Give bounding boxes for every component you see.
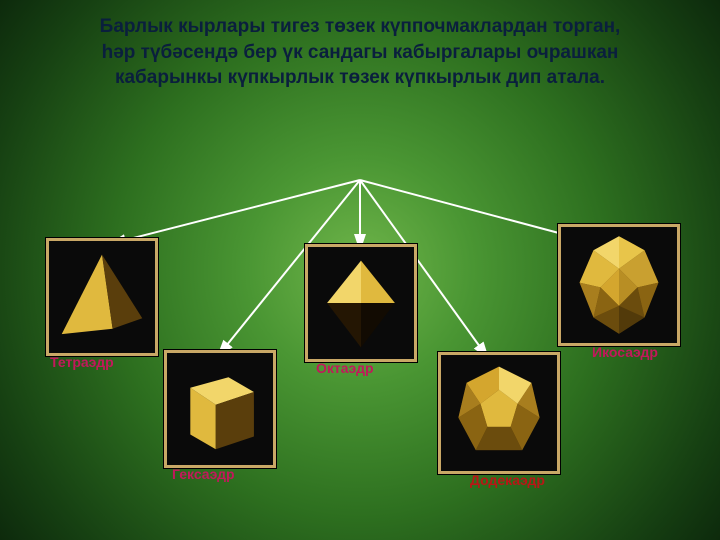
tetrahedron-icon bbox=[49, 241, 155, 353]
label-octahedron: Октаэдр bbox=[316, 360, 374, 376]
label-hexahedron: Гексаэдр bbox=[172, 466, 235, 482]
octahedron-icon bbox=[308, 247, 414, 359]
solid-tetrahedron bbox=[46, 238, 158, 356]
label-dodecahedron: Додекаэдр bbox=[470, 472, 545, 488]
solid-octahedron bbox=[305, 244, 417, 362]
title-line-1: Барлык кырлары тигез төзек күппочмаклард… bbox=[100, 16, 621, 37]
label-tetrahedron: Тетраэдр bbox=[50, 354, 114, 370]
solid-icosahedron bbox=[558, 224, 680, 346]
icosahedron-icon bbox=[561, 227, 677, 343]
solid-hexahedron bbox=[164, 350, 276, 468]
solid-dodecahedron bbox=[438, 352, 560, 474]
dodecahedron-icon bbox=[441, 355, 557, 471]
hexahedron-icon bbox=[167, 353, 273, 465]
label-icosahedron: Икосаэдр bbox=[592, 344, 658, 360]
page-title: Барлык кырлары тигез төзек күппочмаклард… bbox=[50, 14, 670, 91]
title-line-2: һәр түбәсендә бер үк сандагы кабыргалары… bbox=[102, 42, 619, 89]
